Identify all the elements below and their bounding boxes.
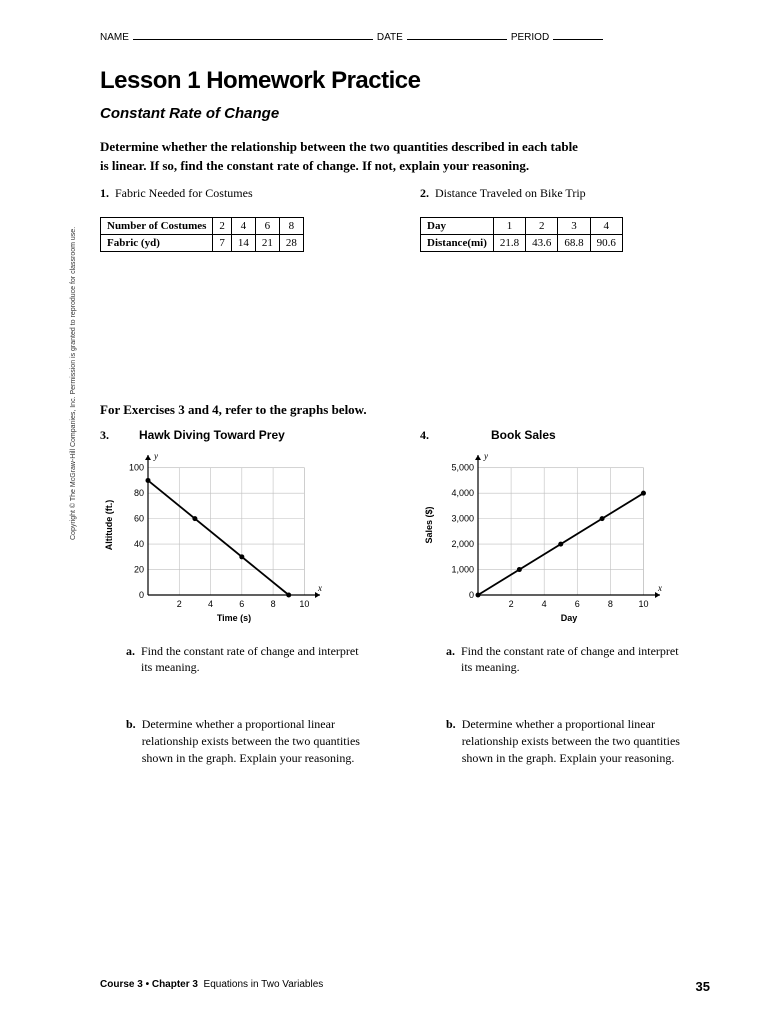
subq-text: Find the constant rate of change and int… xyxy=(141,643,370,677)
svg-text:5,000: 5,000 xyxy=(451,462,474,472)
section-graphs: For Exercises 3 and 4, refer to the grap… xyxy=(100,402,710,767)
svg-text:40: 40 xyxy=(134,539,144,549)
table-cell: 4 xyxy=(231,217,255,234)
svg-text:2: 2 xyxy=(509,599,514,609)
svg-text:3,000: 3,000 xyxy=(451,513,474,523)
table-cell: 21 xyxy=(255,234,279,251)
table-row-label: Number of Costumes xyxy=(101,217,213,234)
table-cell: 68.8 xyxy=(558,234,590,251)
problem-3-number: 3. xyxy=(100,428,109,443)
subq-letter: b. xyxy=(446,716,456,766)
copyright-text: Copyright © The McGraw-Hill Companies, I… xyxy=(70,140,77,540)
problem-3b: b. Determine whether a proportional line… xyxy=(100,716,370,766)
table-cell: 6 xyxy=(255,217,279,234)
table-cell: 43.6 xyxy=(526,234,558,251)
table-cell: 1 xyxy=(493,217,525,234)
table-cell: 2 xyxy=(526,217,558,234)
svg-text:100: 100 xyxy=(129,462,144,472)
worksheet-header: NAME DATE PERIOD xyxy=(100,30,710,43)
svg-text:4: 4 xyxy=(208,599,213,609)
svg-text:x: x xyxy=(657,583,662,593)
table-cell: 4 xyxy=(590,217,622,234)
svg-text:4,000: 4,000 xyxy=(451,488,474,498)
problem-1-number: 1. xyxy=(100,186,109,201)
svg-text:10: 10 xyxy=(299,599,309,609)
table-cell: 14 xyxy=(231,234,255,251)
problem-4: 4. Book Sales y x 2 4 6 8 10 0 1,000 2,000 3,000 4,… xyxy=(420,428,690,767)
svg-text:y: y xyxy=(483,451,488,461)
subq-text: Determine whether a proportional linear … xyxy=(462,716,690,766)
instructions-text: Determine whether the relationship betwe… xyxy=(100,138,580,176)
problem-2-title: Distance Traveled on Bike Trip xyxy=(435,186,586,201)
problem-4a: a. Find the constant rate of change and … xyxy=(420,643,690,677)
name-blank[interactable] xyxy=(133,30,373,40)
svg-text:0: 0 xyxy=(139,590,144,600)
svg-text:4: 4 xyxy=(542,599,547,609)
table-cell: 28 xyxy=(279,234,303,251)
problem-3a: a. Find the constant rate of change and … xyxy=(100,643,370,677)
svg-text:Sales ($): Sales ($) xyxy=(424,506,434,543)
problem-4b: b. Determine whether a proportional line… xyxy=(420,716,690,766)
period-blank[interactable] xyxy=(553,30,603,40)
svg-text:y: y xyxy=(153,451,158,461)
svg-text:8: 8 xyxy=(271,599,276,609)
name-label: NAME xyxy=(100,32,129,43)
table-cell: 90.6 xyxy=(590,234,622,251)
problem-1: 1. Fabric Needed for Costumes Number of … xyxy=(100,186,390,252)
table-cell: 7 xyxy=(213,234,232,251)
problem-1-table: Number of Costumes 2 4 6 8 Fabric (yd) 7… xyxy=(100,217,304,252)
svg-text:Altitude (ft.): Altitude (ft.) xyxy=(104,499,114,549)
footer-page-number: 35 xyxy=(696,979,710,994)
svg-text:x: x xyxy=(317,583,322,593)
problem-2-table: Day 1 2 3 4 Distance(mi) 21.8 43.6 68.8 … xyxy=(420,217,623,252)
svg-text:60: 60 xyxy=(134,513,144,523)
subq-letter: a. xyxy=(126,643,135,677)
problem-1-title: Fabric Needed for Costumes xyxy=(115,186,253,201)
page-title: Lesson 1 Homework Practice xyxy=(100,67,710,95)
svg-text:10: 10 xyxy=(638,599,648,609)
table-row-label: Day xyxy=(421,217,494,234)
graph-4-title: Book Sales xyxy=(491,428,556,442)
table-row-label: Distance(mi) xyxy=(421,234,494,251)
table-cell: 8 xyxy=(279,217,303,234)
subq-text: Find the constant rate of change and int… xyxy=(461,643,690,677)
svg-text:8: 8 xyxy=(608,599,613,609)
page-subtitle: Constant Rate of Change xyxy=(100,105,710,122)
graph-3-chart: yx246810020406080100Time (s)Altitude (ft… xyxy=(100,447,330,627)
svg-text:6: 6 xyxy=(575,599,580,609)
svg-text:2: 2 xyxy=(177,599,182,609)
svg-text:20: 20 xyxy=(134,564,144,574)
problem-4-number: 4. xyxy=(420,428,429,443)
page-footer: Course 3 • Chapter 3 Equations in Two Va… xyxy=(100,979,710,994)
date-label: DATE xyxy=(377,32,403,43)
table-problems-row: 1. Fabric Needed for Costumes Number of … xyxy=(100,186,710,252)
svg-text:Time (s): Time (s) xyxy=(217,613,251,623)
table-cell: 2 xyxy=(213,217,232,234)
date-blank[interactable] xyxy=(407,30,507,40)
graph-4-chart: y x 2 4 6 8 10 0 1,000 2,000 3,000 4,000 5,000 Day Sal… xyxy=(420,447,670,627)
table-row-label: Fabric (yd) xyxy=(101,234,213,251)
footer-chapter: Course 3 • Chapter 3 Equations in Two Va… xyxy=(100,979,323,994)
footer-chapter-bold: Course 3 • Chapter 3 xyxy=(100,979,198,990)
svg-text:6: 6 xyxy=(239,599,244,609)
table-cell: 21.8 xyxy=(493,234,525,251)
table-cell: 3 xyxy=(558,217,590,234)
problem-2: 2. Distance Traveled on Bike Trip Day 1 … xyxy=(420,186,710,252)
svg-text:0: 0 xyxy=(469,590,474,600)
graph-3-title: Hawk Diving Toward Prey xyxy=(139,428,285,442)
svg-text:Day: Day xyxy=(561,613,578,623)
subq-letter: b. xyxy=(126,716,136,766)
period-label: PERIOD xyxy=(511,32,549,43)
footer-chapter-rest: Equations in Two Variables xyxy=(204,979,324,990)
subq-letter: a. xyxy=(446,643,455,677)
svg-text:2,000: 2,000 xyxy=(451,539,474,549)
section-2-heading: For Exercises 3 and 4, refer to the grap… xyxy=(100,402,710,418)
problem-2-number: 2. xyxy=(420,186,429,201)
svg-text:80: 80 xyxy=(134,488,144,498)
problem-3: 3. Hawk Diving Toward Prey yx24681002040… xyxy=(100,428,370,767)
svg-text:1,000: 1,000 xyxy=(451,564,474,574)
subq-text: Determine whether a proportional linear … xyxy=(142,716,370,766)
